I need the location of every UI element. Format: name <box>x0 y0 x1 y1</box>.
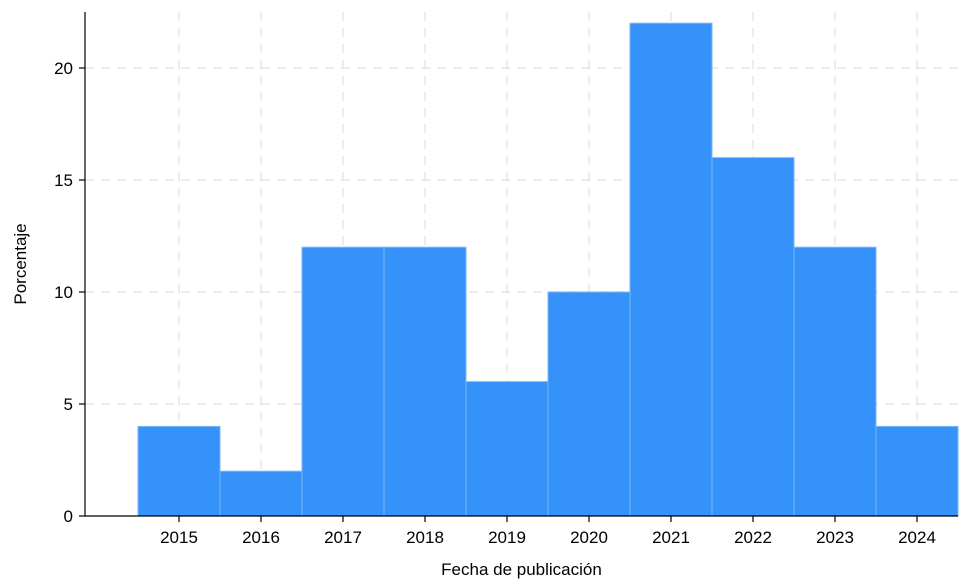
bar-2022 <box>711 157 795 517</box>
x-axis-ticks: 2015 2016 2017 2018 2019 2020 2021 2022 2023 2024 <box>160 516 936 547</box>
bar-2024 <box>875 425 959 517</box>
y-tick-label: 10 <box>54 283 73 302</box>
y-axis-ticks: 0 5 10 15 20 <box>54 59 85 526</box>
bar-2019 <box>465 381 549 517</box>
x-tick-label: 2018 <box>406 528 444 547</box>
x-tick-label: 2021 <box>652 528 690 547</box>
y-tick-label: 20 <box>54 59 73 78</box>
y-tick-label: 15 <box>54 171 73 190</box>
x-tick-label: 2019 <box>488 528 526 547</box>
y-axis-title: Porcentaje <box>11 223 30 304</box>
bar-2015 <box>137 425 221 517</box>
bar-2020 <box>547 291 631 517</box>
x-tick-label: 2015 <box>160 528 198 547</box>
x-tick-label: 2016 <box>242 528 280 547</box>
bar-2016 <box>219 470 303 517</box>
bar-2018 <box>383 246 467 517</box>
y-tick-label: 0 <box>64 507 73 526</box>
y-tick-label: 5 <box>64 395 73 414</box>
x-tick-label: 2023 <box>816 528 854 547</box>
x-tick-label: 2017 <box>324 528 362 547</box>
x-tick-label: 2022 <box>734 528 772 547</box>
bar-2017 <box>301 246 385 517</box>
x-tick-label: 2020 <box>570 528 608 547</box>
bars <box>137 22 959 517</box>
bar-2021 <box>629 22 713 517</box>
x-tick-label: 2024 <box>898 528 936 547</box>
x-axis-title: Fecha de publicación <box>441 560 602 579</box>
bar-2023 <box>793 246 877 517</box>
